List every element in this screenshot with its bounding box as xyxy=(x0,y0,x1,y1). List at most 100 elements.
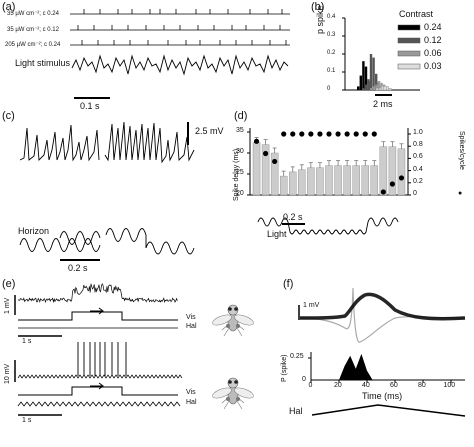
histogram-bar-0.12 xyxy=(375,73,378,90)
spikes-per-cycle-dot xyxy=(362,131,368,137)
histogram-bar-0.03 xyxy=(386,86,389,91)
hal-label-bottom: Hal xyxy=(186,399,197,406)
y-label-f: P (spike) xyxy=(281,354,288,383)
x-tick-label: 0 xyxy=(308,382,313,389)
delay-bar xyxy=(388,146,397,196)
left-tick-label: 20 xyxy=(236,190,244,197)
panel-a xyxy=(70,9,290,99)
panel-b xyxy=(342,17,421,96)
delay-bar xyxy=(343,165,351,196)
hal-wave-bottom xyxy=(17,401,181,407)
gray-response-trace xyxy=(299,287,466,343)
spikes-per-cycle-dot xyxy=(299,131,305,137)
spike-probability-area xyxy=(339,353,373,380)
y-label-b: p spike xyxy=(315,5,325,34)
legend xyxy=(397,24,421,70)
right-tick-label: 0.6 xyxy=(413,153,423,161)
panel-label-b: (b) xyxy=(311,1,325,13)
light-stimulus-label: Light stimulus xyxy=(15,58,71,68)
spikes-per-cycle-dot xyxy=(371,131,377,137)
legend-swatch xyxy=(397,24,421,31)
legend-title: Contrast xyxy=(399,9,434,19)
legend-label: 0.06 xyxy=(424,48,442,58)
spikes-per-cycle-dot xyxy=(308,131,314,137)
voltage-trace-left xyxy=(19,124,100,162)
histogram-bar-0.03 xyxy=(381,86,384,91)
histogram-bar-0.03 xyxy=(383,86,387,91)
spikes-per-cycle-dot xyxy=(389,181,396,187)
spike-trains xyxy=(70,9,290,46)
panel-c xyxy=(19,121,195,261)
histogram-bar-0.06 xyxy=(372,86,375,90)
horizon-wave-high-left xyxy=(59,231,101,245)
histogram-bar-0.24 xyxy=(357,86,360,90)
horizon-label: Horizon xyxy=(18,226,50,236)
x-tick-label: 100 xyxy=(443,382,456,389)
legend-swatch xyxy=(397,37,421,44)
delay-bar xyxy=(279,175,288,196)
left-tick-label: 35 xyxy=(236,127,244,134)
delay-bar xyxy=(370,165,379,196)
scale-label-b: 2 ms xyxy=(373,99,393,109)
y-tick-label: 0 xyxy=(327,86,331,92)
fly-icon-bottom xyxy=(212,377,254,410)
x-tick-label: 40 xyxy=(362,382,370,389)
ytick-label-f: 0.25 xyxy=(290,353,304,360)
delay-bar xyxy=(316,167,324,196)
panel-label-d: (d) xyxy=(234,110,248,122)
black-response-trace xyxy=(299,292,466,321)
panel-label-e: (e) xyxy=(2,278,16,290)
spikes-per-cycle-dot xyxy=(326,131,332,137)
legend-swatch xyxy=(397,50,421,57)
spike-burst xyxy=(17,342,183,379)
histogram-bar-0.12 xyxy=(372,57,375,90)
row-label-1: 35 µW cm⁻²; c 0.24 xyxy=(7,11,59,17)
histogram-bar-0.06 xyxy=(370,88,373,90)
x-ticks-f xyxy=(310,380,452,383)
axis-ticks-d xyxy=(247,131,411,196)
delay-bar xyxy=(397,148,406,196)
arrow-bottom xyxy=(90,382,104,390)
voltage-noise-trace xyxy=(18,283,178,304)
horizon-wave-low-right xyxy=(145,241,195,255)
x-tick-label: 20 xyxy=(334,382,342,389)
row-label-3: 205 µW cm⁻²; c 0.24 xyxy=(5,42,61,48)
horizon-wave-high-right xyxy=(105,228,147,242)
scale-label-d: 0.2 s xyxy=(283,212,303,222)
scale-label-e-top: 1 mV xyxy=(4,297,11,314)
spikes-per-cycle-dot xyxy=(398,175,405,181)
right-legend-dot: ● xyxy=(458,190,463,197)
y-label-right-d: Spikes/cycle xyxy=(458,131,465,170)
spikes-per-cycle-dot xyxy=(290,131,296,137)
y-tick-label: 0.2 xyxy=(327,50,336,56)
spike-train-row-3 xyxy=(81,40,287,45)
x-label-f: Time (ms) xyxy=(362,391,403,401)
histogram-bar-0.12 xyxy=(369,54,373,90)
spikes-per-cycle-dot xyxy=(344,131,350,137)
spikes-per-cycle-points xyxy=(253,131,405,195)
right-tick-label: 0.4 xyxy=(413,165,423,173)
light-stimulus-d xyxy=(257,217,399,235)
spikes-per-cycle-dot xyxy=(317,131,323,137)
time-label-e-bottom: 1 s xyxy=(22,417,32,424)
right-tick-label: 1.0 xyxy=(413,129,423,136)
spikes-per-cycle-dot xyxy=(281,131,287,137)
ytick-zero-f: 0 xyxy=(302,376,306,383)
scale-label-c-mv: 2.5 mV xyxy=(195,126,224,136)
right-tick-label: 0 xyxy=(413,190,417,197)
y-tick-label: 0.3 xyxy=(327,32,336,38)
delay-bars xyxy=(252,137,406,196)
time-label-e-top: 1 s xyxy=(22,338,32,345)
histogram-bar-0.12 xyxy=(364,84,367,90)
histogram-bar-0.24 xyxy=(359,75,362,90)
scale-label-f: 1 mV xyxy=(303,302,320,309)
histogram-bar-0.12 xyxy=(362,88,365,90)
y-tick-label: 0.4 xyxy=(327,14,336,20)
vis-step-top xyxy=(18,311,178,321)
arrow-top xyxy=(90,307,104,315)
horizon-wave-low-left xyxy=(19,238,101,252)
vis-label-bottom: Vis xyxy=(186,389,196,396)
left-tick-label: 25 xyxy=(236,169,244,176)
